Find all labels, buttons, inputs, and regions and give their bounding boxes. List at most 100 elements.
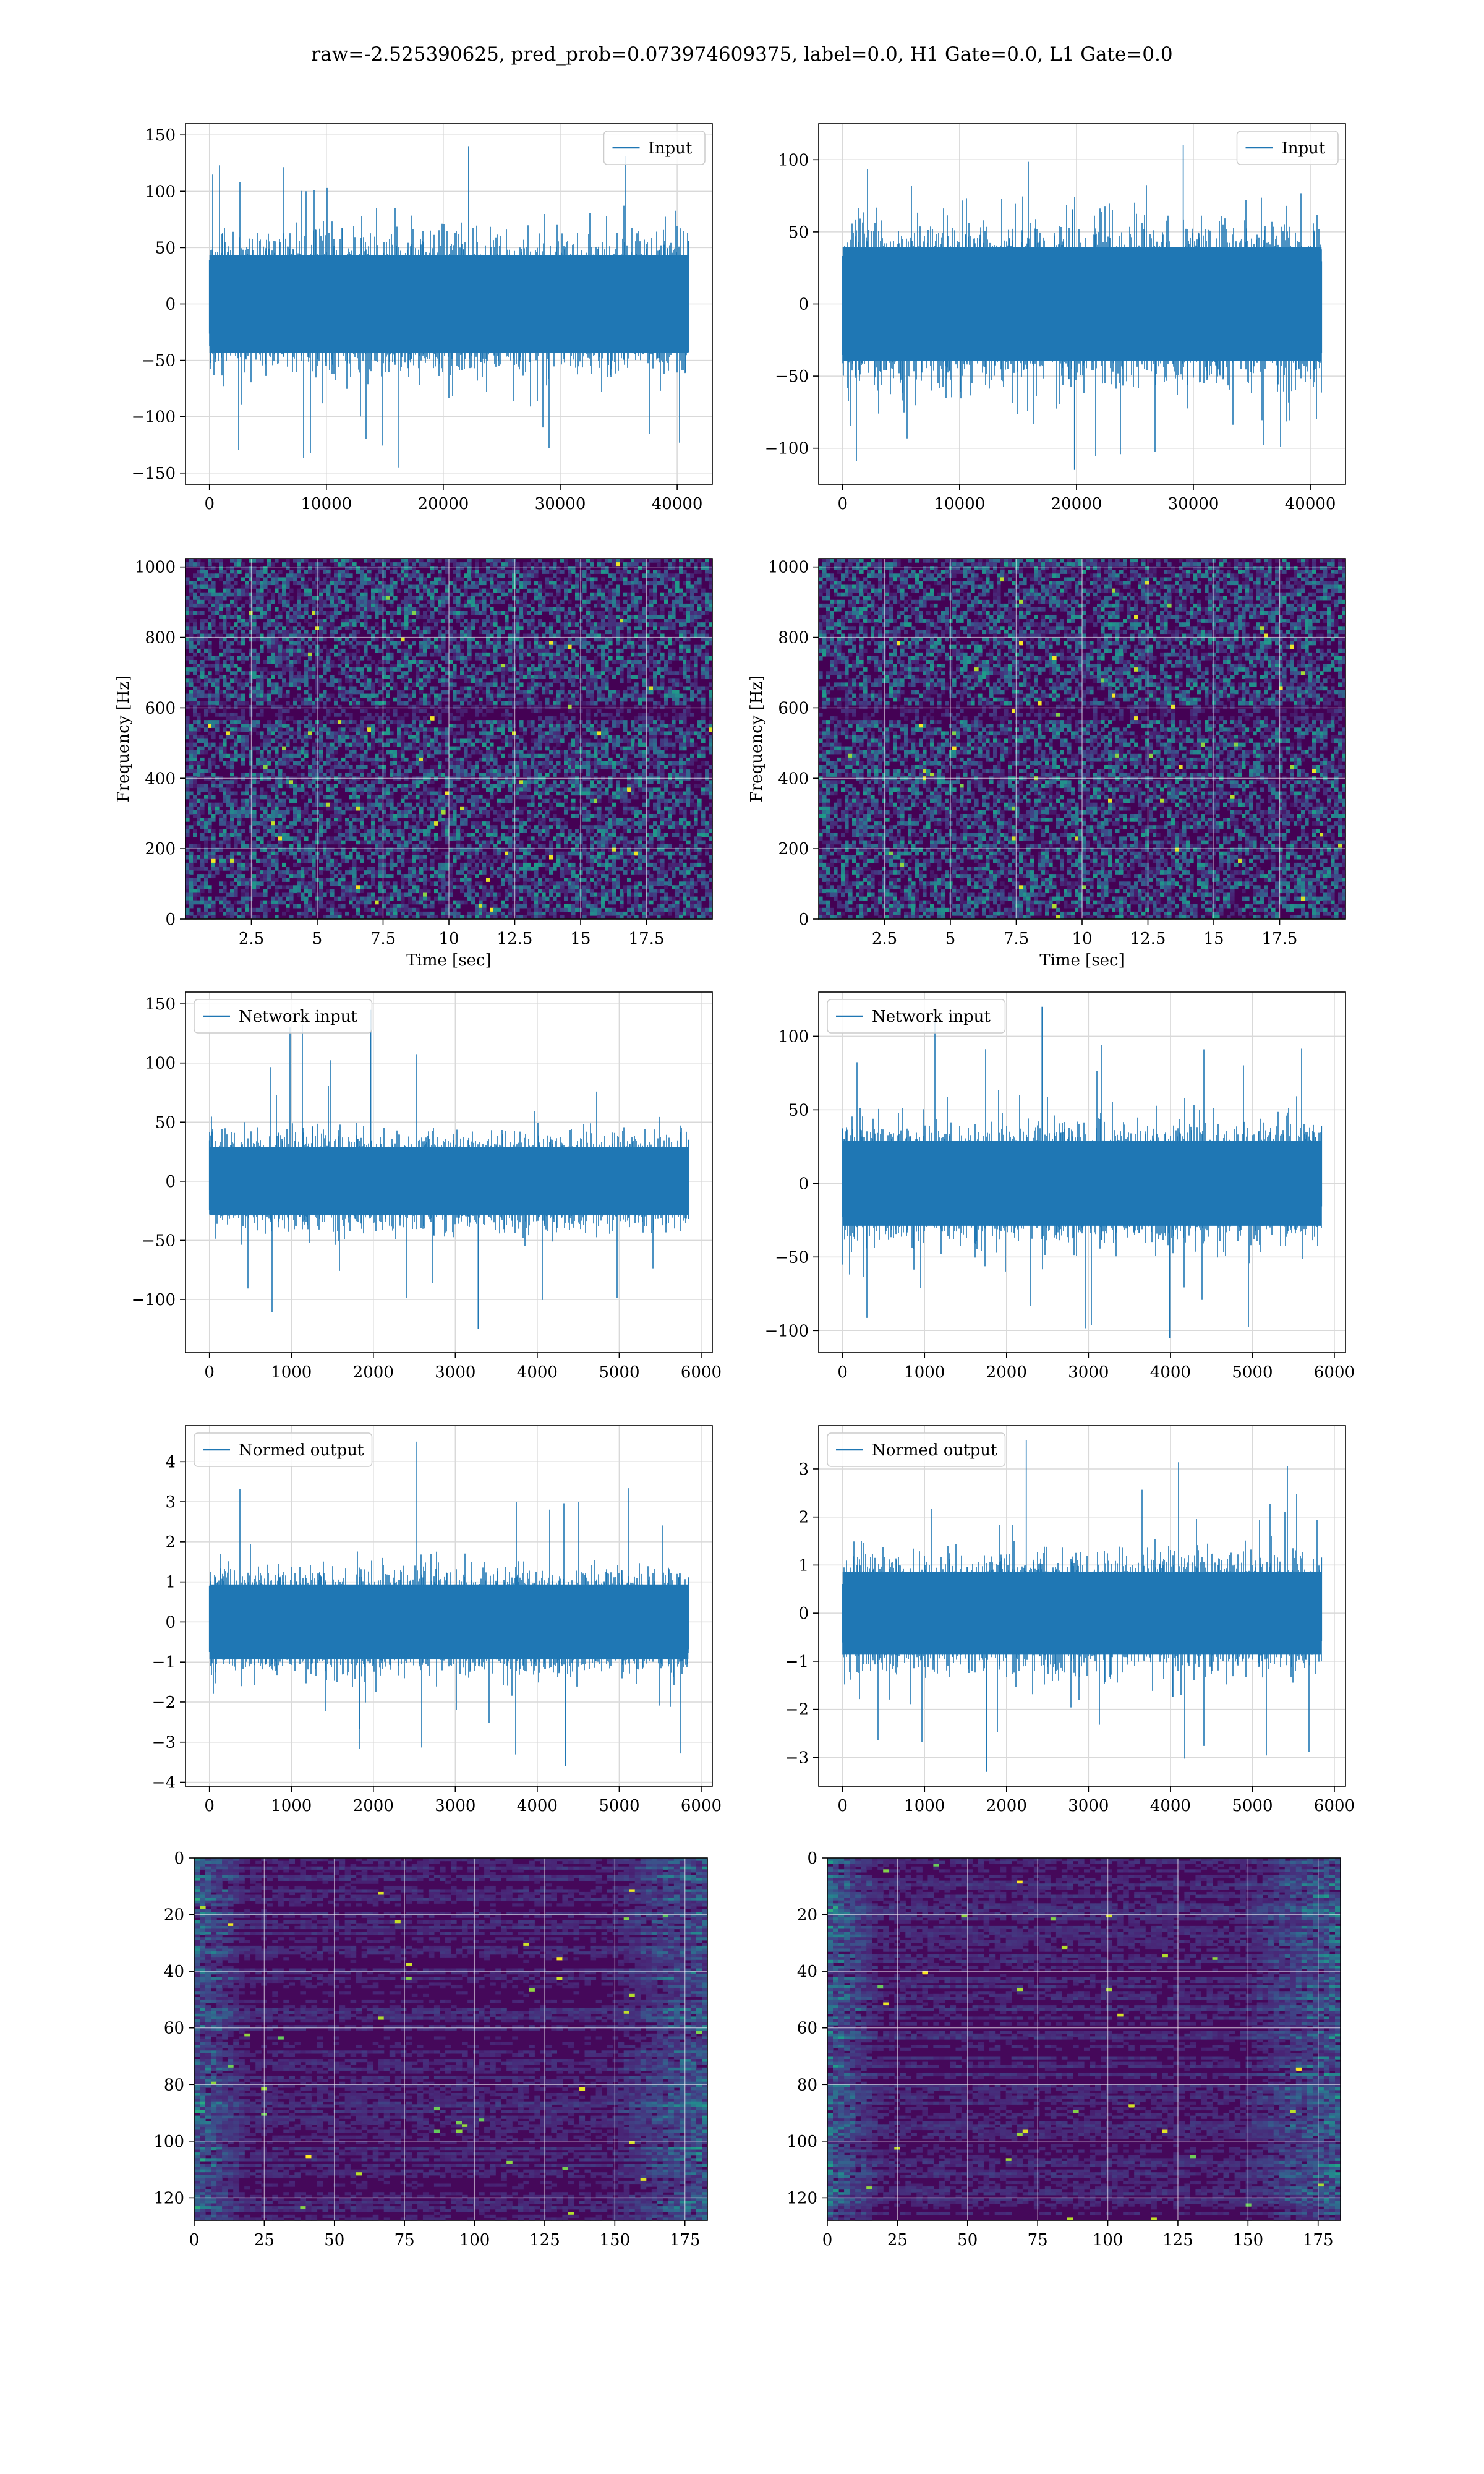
x-tick-label: 75 [1028,2231,1048,2249]
legend: Input [604,131,706,165]
y-tick-label: −3 [785,1748,809,1767]
y-tick-label: 120 [153,2189,184,2207]
y-tick-label: 2 [798,1509,809,1527]
x-tick-label: 40000 [1285,495,1336,513]
y-tick-label: −1 [785,1653,809,1671]
x-tick-label: 0 [204,1363,215,1382]
y-tick-label: 400 [778,769,809,788]
normed-output-l1-chart: 0 1000 2000 3000 4000 5000 6000−3−2−10123Norme… [785,1426,1355,1815]
y-tick-label: 0 [165,1613,176,1632]
network-input-h1-chart: 0 1000 2000 3000 4000 5000 6000−100−5005010015… [132,992,722,1382]
x-tick-label: 2000 [986,1363,1027,1382]
x-tick-label: 2000 [353,1797,394,1815]
x-tick-label: 15 [570,930,591,948]
x-tick-label: 5000 [599,1363,639,1382]
y-tick-label: 800 [778,629,809,648]
y-tick-label: 2 [165,1533,176,1552]
x-tick-label: 4000 [517,1363,558,1382]
y-tick-label: 3 [798,1460,809,1479]
y-tick-label: 600 [145,699,176,717]
y-tick-label: 1 [165,1573,176,1592]
x-tick-label: 0 [837,1797,848,1815]
y-tick-label: 80 [797,2076,817,2094]
network-input-l1-chart: 0 1000 2000 3000 4000 5000 6000−100−50050100Ne… [765,992,1355,1382]
x-tick-label: 175 [1303,2231,1334,2249]
series-core-band [210,1147,689,1215]
x-tick-label: 1000 [904,1797,945,1815]
x-tick-label: 150 [1233,2231,1264,2249]
y-tick-label: −1 [152,1653,176,1672]
y-tick-label: 100 [153,2133,184,2151]
series-core-band [843,1572,1322,1654]
x-tick-label: 25 [887,2231,908,2249]
x-tick-label: 100 [459,2231,490,2249]
y-tick-label: 0 [798,910,809,929]
y-tick-label: −3 [152,1734,176,1752]
legend: Normed output [827,1433,1005,1466]
y-tick-label: 200 [778,840,809,858]
y-tick-label: 50 [788,1101,809,1119]
x-tick-label: 75 [394,2231,415,2249]
legend-label: Input [649,139,693,158]
x-tick-label: 50 [324,2231,344,2249]
legend-label: Input [1282,139,1326,158]
x-tick-label: 10000 [934,495,985,513]
legend-label: Normed output [872,1441,997,1460]
y-axis-label: Frequency [Hz] [114,675,133,803]
series-core-band [843,1141,1322,1226]
y-tick-label: 120 [787,2189,817,2207]
y-tick-label: 0 [165,296,176,314]
x-tick-label: 15 [1203,930,1224,948]
y-tick-label: 80 [164,2076,184,2094]
y-tick-label: 60 [797,2019,817,2038]
x-tick-label: 0 [837,1363,848,1382]
series-core-band [210,1585,689,1659]
x-tick-label: 7.5 [1004,930,1029,948]
y-tick-label: 100 [787,2133,817,2151]
spectrogram-h1-chart: 2.5 5 7.5 10 12.5 15 17.502004006008001000Time… [114,559,713,970]
x-tick-label: 0 [837,495,848,513]
x-tick-label: 1000 [904,1363,945,1382]
x-tick-label: 6000 [681,1363,722,1382]
y-tick-label: −50 [142,1231,176,1250]
y-tick-label: −100 [765,440,809,458]
x-tick-label: 0 [822,2231,833,2249]
y-tick-label: 1000 [135,559,176,577]
y-tick-label: 60 [164,2019,184,2038]
x-tick-label: 5 [945,930,956,948]
y-tick-label: 800 [145,629,176,648]
x-axis-label: Time [sec] [1039,951,1125,970]
y-tick-label: −2 [785,1701,809,1719]
x-tick-label: 10 [1072,930,1092,948]
y-tick-label: −50 [142,352,176,370]
x-tick-label: 4000 [517,1797,558,1815]
x-tick-label: 4000 [1150,1363,1191,1382]
heatmap-cells [827,1858,1341,2221]
x-tick-label: 20000 [1051,495,1102,513]
x-tick-label: 40000 [652,495,703,513]
y-tick-label: 0 [165,910,176,929]
x-tick-label: 10 [438,930,459,948]
x-tick-label: 10000 [301,495,352,513]
y-tick-label: 50 [155,239,176,257]
heatmap-cells [194,1858,708,2221]
x-tick-label: 30000 [535,495,586,513]
y-tick-label: 40 [797,1963,817,1981]
y-tick-label: −4 [152,1774,176,1792]
y-tick-label: 1 [798,1556,809,1575]
legend-label: Network input [239,1008,357,1026]
y-tick-label: 100 [145,182,176,201]
spectrogram-l1-chart: 2.5 5 7.5 10 12.5 15 17.502004006008001000Time… [748,559,1346,970]
y-axis-label: Frequency [Hz] [748,675,766,803]
y-tick-label: 0 [174,1849,184,1868]
x-tick-label: 1000 [271,1797,312,1815]
y-tick-label: 20 [164,1906,184,1925]
x-tick-label: 2.5 [872,930,897,948]
series-core-band [843,247,1322,361]
y-tick-label: −100 [132,1291,176,1309]
x-tick-label: 5000 [599,1797,639,1815]
y-tick-label: −100 [765,1322,809,1340]
x-tick-label: 5000 [1232,1797,1273,1815]
normed-output-h1-chart: 0 1000 2000 3000 4000 5000 6000−4−3−2−101234No… [152,1426,722,1815]
